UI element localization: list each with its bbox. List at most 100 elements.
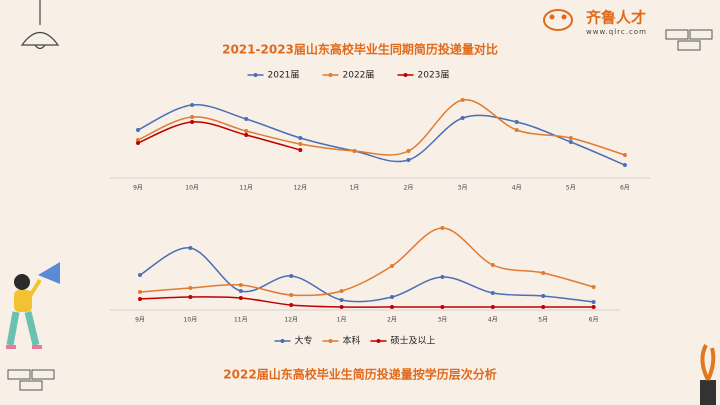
data-point <box>188 295 193 299</box>
data-point <box>244 133 249 137</box>
data-point <box>514 128 519 132</box>
data-point <box>591 300 596 304</box>
x-tick-label: 1月 <box>337 317 347 324</box>
bricks <box>7 29 713 391</box>
data-point <box>339 289 344 293</box>
plant <box>700 344 716 405</box>
legend-dot <box>253 73 258 77</box>
legend-label: 2023届 <box>418 70 450 81</box>
x-tick-label: 12月 <box>284 317 298 324</box>
logo-name: 齐鲁人才 <box>586 9 646 27</box>
series-line <box>139 296 594 308</box>
x-tick-label: 9月 <box>133 185 143 192</box>
data-point <box>390 264 394 268</box>
data-point <box>188 246 193 250</box>
data-point <box>136 138 140 142</box>
data-point <box>541 294 546 298</box>
data-point <box>490 305 495 309</box>
data-point <box>591 305 596 309</box>
data-point <box>289 293 294 297</box>
series-line <box>139 247 594 303</box>
data-point <box>136 128 140 132</box>
data-point <box>190 103 195 107</box>
x-tick-label: 5月 <box>538 317 548 324</box>
data-point <box>244 117 249 121</box>
data-point <box>238 296 243 300</box>
chart-title: 2022届山东高校毕业生简历投递量按学历层次分析 <box>223 367 496 382</box>
series-line <box>137 104 626 166</box>
data-point <box>298 148 303 152</box>
data-point <box>406 158 411 162</box>
data-point <box>390 305 394 309</box>
data-point <box>298 136 303 140</box>
data-point <box>406 149 411 153</box>
data-point <box>190 120 195 124</box>
series-line <box>137 99 626 156</box>
data-point <box>440 275 445 279</box>
x-tick-label: 1月 <box>349 185 359 192</box>
data-point <box>460 98 465 102</box>
x-tick-label: 6月 <box>620 185 630 192</box>
data-point <box>298 142 303 146</box>
data-point <box>541 305 546 309</box>
x-tick-label: 9月 <box>135 317 145 324</box>
data-point <box>568 136 573 140</box>
data-point <box>188 286 193 290</box>
chart-title: 2021-2023届山东高校毕业生同期简历投递量对比 <box>222 42 498 57</box>
logo: 齐鲁人才 www.qlrc.com <box>543 9 647 36</box>
data-point <box>138 297 142 301</box>
data-point <box>138 290 142 294</box>
x-tick-label: 2月 <box>404 185 414 192</box>
data-point <box>541 271 546 275</box>
data-point <box>490 263 495 267</box>
legend-label: 大专 <box>295 335 313 347</box>
data-point <box>289 303 294 307</box>
legend-dot <box>328 73 333 77</box>
data-point <box>138 273 142 277</box>
data-point <box>190 115 195 119</box>
series-line <box>139 227 594 297</box>
legend-dot <box>376 339 381 343</box>
legend-dot <box>280 339 285 343</box>
x-tick-label: 4月 <box>512 185 522 192</box>
data-point <box>622 163 627 167</box>
legend-dot <box>403 73 408 77</box>
x-tick-label: 12月 <box>293 185 307 192</box>
x-tick-label: 10月 <box>184 317 198 324</box>
series-line <box>137 121 301 151</box>
data-point <box>440 305 445 309</box>
x-tick-label: 2月 <box>387 317 397 324</box>
x-tick-label: 3月 <box>458 185 468 192</box>
data-point <box>568 140 573 144</box>
legend-label: 2022届 <box>343 70 375 81</box>
data-point <box>514 120 519 124</box>
data-point <box>352 149 357 153</box>
legend-label: 本科 <box>343 335 361 347</box>
lamp <box>20 0 60 50</box>
data-point <box>136 141 140 145</box>
x-tick-label: 4月 <box>488 317 498 324</box>
x-tick-label: 10月 <box>185 185 199 192</box>
x-tick-label: 6月 <box>589 317 599 324</box>
legend-dot <box>328 339 333 343</box>
data-point <box>591 285 596 289</box>
data-point <box>339 298 344 302</box>
x-tick-label: 3月 <box>437 317 447 324</box>
data-point <box>244 129 249 133</box>
data-point <box>440 226 445 230</box>
legend-label: 2021届 <box>268 70 300 81</box>
legend-label: 硕士及以上 <box>391 335 436 347</box>
data-point <box>490 291 495 295</box>
data-point <box>289 274 294 278</box>
person-megaphone <box>6 262 60 349</box>
x-tick-label: 11月 <box>239 185 253 192</box>
logo-url: www.qlrc.com <box>586 28 647 36</box>
data-point <box>460 116 465 120</box>
data-point <box>238 289 243 293</box>
data-point <box>339 305 344 309</box>
data-point <box>238 283 243 287</box>
data-point <box>390 295 394 299</box>
x-tick-label: 11月 <box>234 317 248 324</box>
